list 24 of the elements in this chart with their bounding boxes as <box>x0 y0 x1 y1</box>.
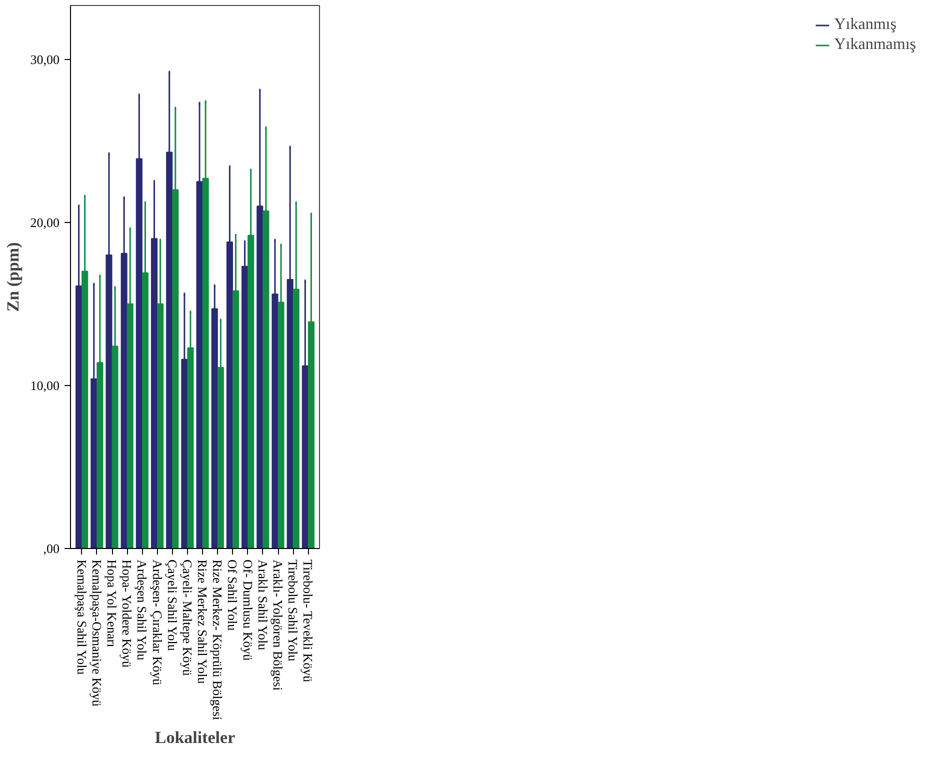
y-axis-title: Zn (ppm) <box>3 242 22 312</box>
x-tick-label: Of Sahil Yolu <box>225 560 240 632</box>
x-tick-label: Çayeli Sahil Yolu <box>164 560 180 652</box>
x-tick-label: Kemalpaşa Sahil Yolu <box>74 560 90 676</box>
y-tick-label: 10,00 <box>30 378 60 393</box>
x-tick-label: Araklı Sahil Yolu <box>255 560 270 651</box>
x-tick-label: Rize Merkez- Köprülü Bölgesi <box>210 560 226 721</box>
x-tick-label: Ardeşen Sahil Yolu <box>134 560 150 661</box>
x-tick-label: Rize Merkez Sahil Yolu <box>195 560 210 684</box>
legend-label: Yıkanmış <box>834 16 896 34</box>
x-tick-label: Tirebolu Sahil Yolu <box>286 560 301 662</box>
x-tick-label: Ardeşen- Çıraklar Köyü <box>150 560 165 686</box>
y-tick-label: 30,00 <box>30 52 60 67</box>
legend-label: Yıkanmamış <box>834 36 916 54</box>
x-tick-label: Tirebolu- Tevekli Köyü <box>300 560 316 683</box>
x-tick-label: Hopa Yol Kenarı <box>104 560 120 648</box>
x-tick-label: Çayeli- Maltepe Köyü <box>180 560 195 676</box>
x-tick-label: Of- Dumlusu Köyü <box>240 560 256 662</box>
y-tick-label: 20,00 <box>30 214 60 230</box>
x-tick-label: Kemalpaşa-Osmaniye Köyü <box>89 560 104 707</box>
x-tick-label: Araklı- Yolgören Bölgesi <box>270 560 286 691</box>
x-axis-title: Lokaliteler <box>154 728 236 748</box>
x-tick-label: Hopa- Yoldere Köyü <box>120 560 135 668</box>
y-tick-label: ,00 <box>43 541 60 556</box>
